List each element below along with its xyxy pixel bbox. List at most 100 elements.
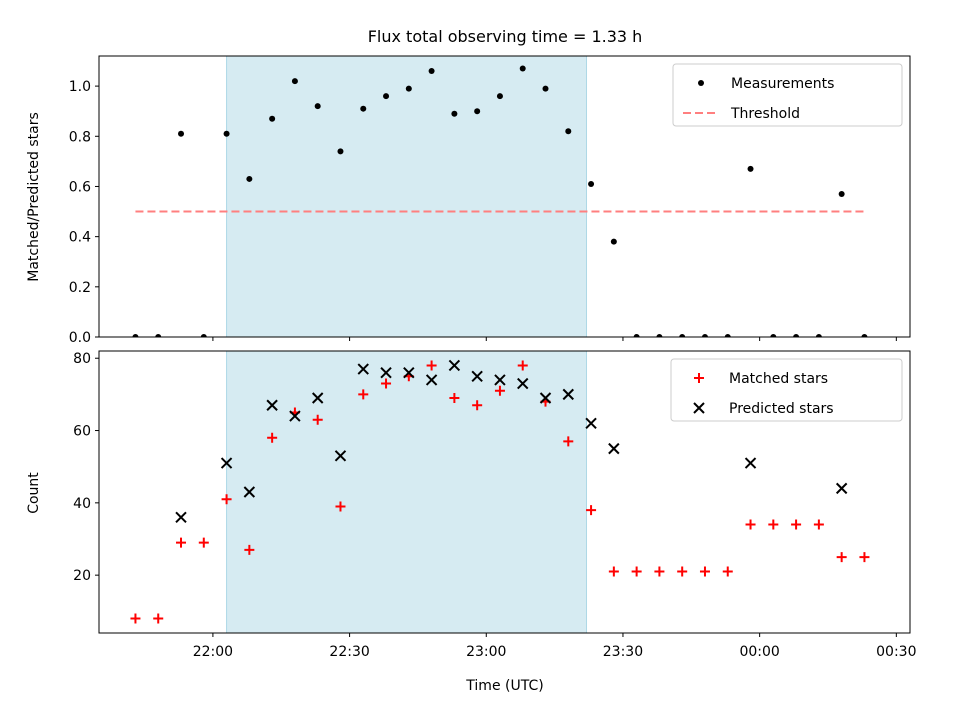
matched-stars-point xyxy=(358,389,369,400)
predicted-stars-point xyxy=(425,374,438,386)
matched-stars-point xyxy=(791,519,802,530)
measurements-point xyxy=(337,148,344,155)
top-y-axis-label: Matched/Predicted stars xyxy=(26,112,42,282)
matched-stars-point xyxy=(198,537,209,548)
top-plot-frame xyxy=(98,55,911,338)
predicted-stars-point xyxy=(744,457,757,469)
measurements-point xyxy=(724,334,731,337)
bottom-x-tick-label: 00:30 xyxy=(876,644,916,660)
measurements-point xyxy=(200,334,207,337)
legend-label-predicted-stars: Predicted stars xyxy=(729,401,834,417)
measurements-point xyxy=(383,93,390,100)
measurements-point xyxy=(633,334,640,337)
predicted-stars-point xyxy=(471,370,483,383)
measurements-point xyxy=(770,334,777,337)
measurements-point xyxy=(405,85,412,92)
measurements-point xyxy=(223,130,230,137)
bottom-x-tick-label: 23:30 xyxy=(603,644,643,660)
top-y-tick-label: 0.2 xyxy=(69,280,91,296)
measurements-point xyxy=(679,334,686,337)
bottom-plot-frame xyxy=(98,350,911,634)
matched-stars-point xyxy=(768,519,779,530)
measurements-point xyxy=(588,180,595,187)
matched-stars-point xyxy=(631,566,642,577)
top-y-tick-label: 0.4 xyxy=(69,230,91,246)
measurements-point xyxy=(155,334,162,337)
matched-stars-point xyxy=(130,613,141,624)
predicted-stars-point xyxy=(585,417,597,430)
matched-stars-point xyxy=(335,501,346,512)
top-legend: Measurements Threshold xyxy=(672,63,903,127)
matched-stars-point xyxy=(176,537,187,548)
matched-stars-point xyxy=(221,494,232,505)
measurements-point xyxy=(178,130,185,137)
top-y-tick-label: 1.0 xyxy=(69,79,91,95)
matched-stars-point xyxy=(563,436,574,447)
measurements-point xyxy=(451,110,458,117)
measurements-point xyxy=(610,238,617,245)
predicted-stars-point xyxy=(243,486,256,498)
legend-swatch-predicted-stars xyxy=(693,402,705,414)
measurements-point xyxy=(542,85,549,92)
top-y-tick-label: 0.6 xyxy=(69,179,91,195)
bottom-x-tick-label: 23:00 xyxy=(466,644,506,660)
plot-layer: 0.0 0.2 0.4 0.6 0.8 1.0 Measurements Threshold 2… xyxy=(69,55,917,660)
measurements-point xyxy=(701,334,708,337)
bottom-x-tick-label: 00:00 xyxy=(739,644,779,660)
predicted-stars-point xyxy=(403,366,415,379)
bottom-y-tick-label: 60 xyxy=(73,424,91,440)
bottom-x-axis-label: Time (UTC) xyxy=(465,678,543,694)
legend-label-matched-stars: Matched stars xyxy=(729,371,828,387)
measurements-point xyxy=(565,128,572,135)
matched-stars-point xyxy=(654,566,665,577)
predicted-stars-point xyxy=(380,366,392,379)
matched-stars-point xyxy=(472,400,483,411)
matched-stars-point xyxy=(699,566,710,577)
top-observing-span xyxy=(226,55,588,338)
matched-stars-point xyxy=(859,552,870,563)
measurements-point xyxy=(132,334,139,337)
predicted-stars-point xyxy=(289,410,301,422)
top-y-tick-label: 0.8 xyxy=(69,129,91,145)
bottom-y-tick-label: 20 xyxy=(73,568,91,584)
predicted-stars-point xyxy=(220,457,233,469)
matched-stars-point xyxy=(312,414,323,425)
matched-stars-point xyxy=(267,432,278,443)
measurements-point xyxy=(838,190,845,197)
predicted-stars-point xyxy=(608,442,620,455)
matched-stars-point xyxy=(449,393,460,403)
bottom-observing-span xyxy=(226,350,588,634)
bottom-legend-box xyxy=(670,358,903,422)
bottom-x-tick-label: 22:30 xyxy=(329,644,369,660)
matched-stars-point xyxy=(745,519,756,530)
predicted-stars-point xyxy=(539,392,552,404)
measurements-point xyxy=(747,165,754,172)
matched-stars-point xyxy=(722,566,733,577)
measurements-point xyxy=(496,93,503,100)
top-y-tick-label: 0.0 xyxy=(69,330,91,346)
matched-stars-point xyxy=(153,613,164,624)
predicted-stars-point xyxy=(517,377,529,390)
bottom-x-tick-label: 22:00 xyxy=(193,644,233,660)
predicted-stars-point xyxy=(334,450,347,462)
legend-swatch-measurements xyxy=(698,80,704,86)
predicted-stars-point xyxy=(175,511,187,524)
predicted-stars-point xyxy=(357,363,369,375)
measurements-point xyxy=(519,65,526,72)
measurements-point xyxy=(861,334,868,337)
matched-stars-point xyxy=(381,378,392,389)
predicted-stars-point xyxy=(835,482,848,495)
bottom-data-group xyxy=(130,359,870,624)
bottom-legend: Matched stars Predicted stars xyxy=(670,358,903,422)
top-chart-title: Flux total observing time = 1.33 h xyxy=(368,27,643,46)
predicted-stars-point xyxy=(448,359,461,372)
bottom-y-axis-label: Count xyxy=(26,472,42,514)
matched-stars-point xyxy=(517,360,528,371)
predicted-stars-point xyxy=(266,399,278,411)
measurements-point xyxy=(474,108,481,115)
measurements-point xyxy=(428,68,435,75)
measurements-point xyxy=(291,78,298,85)
measurements-point xyxy=(360,105,367,112)
matched-stars-point xyxy=(586,505,597,516)
